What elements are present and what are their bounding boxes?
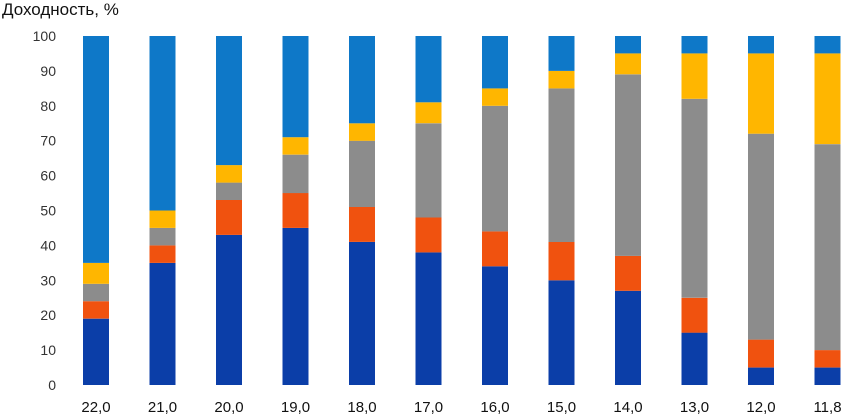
bar-segment-2-3 xyxy=(216,165,242,183)
bar-segment-6-4 xyxy=(482,36,508,89)
bar-segment-0-3 xyxy=(83,262,109,284)
x-tick-label: 11,8 xyxy=(813,399,841,416)
x-tick-label: 22,0 xyxy=(81,399,110,416)
bar-segment-2-1 xyxy=(216,200,242,235)
bar-segment-1-3 xyxy=(149,210,176,228)
bar-segment-4-0 xyxy=(349,241,375,385)
bar-segment-1-2 xyxy=(149,227,176,246)
bar-segment-3-2 xyxy=(282,154,309,194)
y-axis-title: Доходность, % xyxy=(2,0,119,19)
bar-segment-8-4 xyxy=(615,36,641,54)
bar-segment-5-3 xyxy=(415,102,442,124)
x-tick-label: 19,0 xyxy=(281,399,310,416)
bar-segment-7-0 xyxy=(548,280,575,385)
x-tick-label: 16,0 xyxy=(480,399,509,416)
x-tick-label: 13,0 xyxy=(680,399,709,416)
bar-segment-7-4 xyxy=(548,36,575,71)
x-tick-label: 14,0 xyxy=(613,399,642,416)
bars-layer xyxy=(83,36,841,385)
bar-segment-8-0 xyxy=(615,290,641,385)
bar-segment-9-1 xyxy=(681,297,708,333)
y-tick-label: 50 xyxy=(40,203,56,219)
bar-segment-11-3 xyxy=(814,53,841,145)
x-tick-label: 21,0 xyxy=(148,399,177,416)
bar-segment-0-1 xyxy=(83,301,109,319)
bar-segment-6-3 xyxy=(482,88,508,106)
y-tick-label: 0 xyxy=(48,377,56,393)
bar-segment-5-0 xyxy=(415,252,442,385)
bar-segment-5-1 xyxy=(415,217,442,253)
x-tick-label: 15,0 xyxy=(547,399,576,416)
bar-segment-3-3 xyxy=(282,137,309,155)
bar-segment-0-2 xyxy=(83,283,109,302)
bar-segment-8-2 xyxy=(615,74,641,256)
x-tick-labels: 22,0 21,0 20,0 19,0 18,0 17,0 16,0 15,0 14,0 13,0… xyxy=(81,399,841,416)
bar-segment-5-4 xyxy=(415,36,442,103)
x-tick-label: 20,0 xyxy=(214,399,243,416)
y-tick-label: 60 xyxy=(40,168,56,184)
y-tick-labels: 0 10 20 30 40 50 60 70 80 90 100 xyxy=(33,28,57,393)
x-tick-label: 17,0 xyxy=(414,399,443,416)
bar-segment-4-3 xyxy=(349,123,375,141)
bar-segment-4-4 xyxy=(349,36,375,124)
bar-segment-11-1 xyxy=(814,350,841,368)
y-tick-label: 30 xyxy=(40,272,56,288)
bar-segment-4-1 xyxy=(349,207,375,242)
bar-segment-6-2 xyxy=(482,105,508,232)
bar-segment-2-2 xyxy=(216,182,242,200)
bar-segment-7-2 xyxy=(548,88,575,243)
bar-segment-9-4 xyxy=(681,36,708,54)
bar-segment-10-2 xyxy=(748,133,774,340)
bar-segment-8-3 xyxy=(615,53,641,75)
bar-segment-0-4 xyxy=(83,36,109,263)
bar-segment-10-4 xyxy=(748,36,774,54)
bar-segment-9-0 xyxy=(681,332,708,385)
bar-segment-5-2 xyxy=(415,123,442,218)
bar-segment-4-2 xyxy=(349,140,375,207)
y-tick-label: 100 xyxy=(33,28,57,44)
bar-segment-11-4 xyxy=(814,36,841,54)
bar-segment-10-3 xyxy=(748,53,774,134)
bar-segment-2-0 xyxy=(216,234,242,385)
bar-segment-3-4 xyxy=(282,36,309,138)
bar-segment-11-2 xyxy=(814,144,841,351)
bar-segment-3-1 xyxy=(282,193,309,228)
y-tick-label: 40 xyxy=(40,237,56,253)
y-tick-label: 70 xyxy=(40,133,56,149)
y-tick-label: 20 xyxy=(40,307,56,323)
bar-segment-1-0 xyxy=(149,262,176,385)
bar-segment-11-0 xyxy=(814,367,841,385)
bar-segment-9-2 xyxy=(681,98,708,298)
bar-segment-7-1 xyxy=(548,241,575,281)
bar-segment-6-1 xyxy=(482,231,508,267)
x-tick-label: 18,0 xyxy=(347,399,376,416)
bar-segment-9-3 xyxy=(681,53,708,99)
y-tick-label: 90 xyxy=(40,63,56,79)
bar-segment-10-0 xyxy=(748,367,774,385)
bar-segment-1-4 xyxy=(149,36,176,211)
y-tick-label: 80 xyxy=(40,98,56,114)
bar-segment-6-0 xyxy=(482,266,508,385)
bar-segment-1-1 xyxy=(149,245,176,263)
bar-segment-2-4 xyxy=(216,36,242,166)
bar-segment-10-1 xyxy=(748,339,774,368)
bar-segment-8-1 xyxy=(615,255,641,291)
x-tick-label: 12,0 xyxy=(746,399,775,416)
bar-segment-0-0 xyxy=(83,318,109,385)
y-tick-label: 10 xyxy=(40,342,56,358)
bar-segment-3-0 xyxy=(282,227,309,385)
bar-segment-7-3 xyxy=(548,70,575,89)
